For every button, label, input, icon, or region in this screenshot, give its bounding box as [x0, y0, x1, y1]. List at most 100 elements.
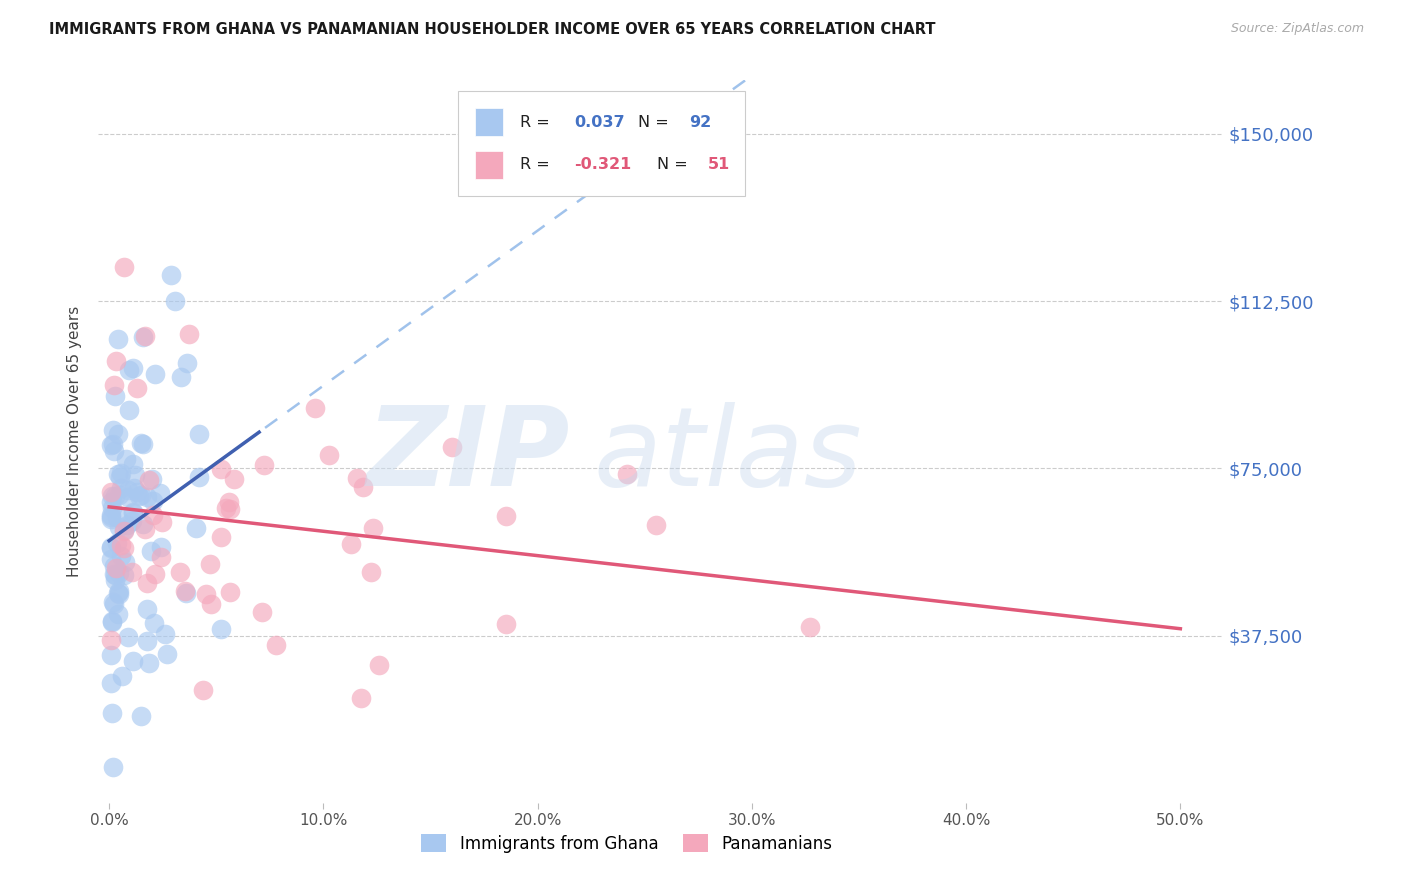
Point: [100, 509, 122, 524]
Point: [645, 518, 668, 533]
Point: [195, 587, 218, 601]
Point: [138, 656, 160, 670]
Point: [170, 370, 193, 384]
Point: [103, 597, 125, 611]
Point: [188, 470, 211, 484]
Point: [218, 585, 240, 599]
Point: [141, 472, 163, 486]
Text: ZIP: ZIP: [367, 402, 571, 509]
Point: [110, 466, 132, 480]
Legend: Immigrants from Ghana, Panamanians: Immigrants from Ghana, Panamanians: [415, 828, 839, 860]
Point: [100, 675, 122, 690]
Point: [112, 260, 135, 275]
Point: [218, 495, 240, 509]
Point: [100, 648, 122, 662]
Point: [121, 506, 143, 520]
Point: [104, 389, 127, 403]
Point: [209, 623, 232, 637]
Point: [149, 486, 172, 500]
Point: [110, 470, 132, 484]
Point: [104, 568, 127, 582]
Point: [100, 438, 122, 452]
Point: [122, 654, 145, 668]
Point: [156, 647, 179, 661]
Point: [215, 500, 238, 515]
Point: [799, 620, 821, 634]
Point: [107, 586, 129, 600]
Point: [129, 488, 152, 502]
Point: [112, 524, 135, 538]
Text: R =: R =: [520, 158, 550, 172]
Point: [135, 575, 157, 590]
Point: [105, 510, 128, 524]
Point: [100, 512, 122, 526]
Point: [129, 436, 152, 450]
Text: 0.037: 0.037: [574, 114, 624, 129]
Point: [346, 470, 368, 484]
Point: [219, 501, 242, 516]
Point: [112, 524, 135, 538]
FancyBboxPatch shape: [475, 108, 503, 136]
Point: [118, 403, 141, 417]
Point: [107, 427, 129, 442]
Point: [150, 515, 173, 529]
Point: [143, 615, 166, 630]
Point: [495, 508, 517, 523]
Point: [100, 615, 122, 630]
Point: [361, 520, 384, 534]
Point: [128, 489, 150, 503]
Point: [149, 549, 172, 564]
Point: [121, 515, 143, 529]
Point: [100, 500, 122, 515]
Point: [441, 440, 464, 454]
Point: [187, 427, 209, 442]
Point: [198, 557, 221, 571]
Point: [209, 530, 232, 544]
Point: [352, 480, 374, 494]
Point: [193, 682, 215, 697]
Point: [100, 508, 122, 523]
Text: 51: 51: [709, 158, 730, 172]
Point: [110, 549, 132, 563]
Point: [122, 505, 145, 519]
Point: [100, 551, 122, 566]
Point: [131, 436, 153, 450]
Point: [104, 354, 127, 368]
Point: [117, 483, 139, 498]
Point: [169, 565, 191, 579]
Point: [121, 458, 143, 472]
Point: [138, 473, 160, 487]
Point: [136, 634, 159, 648]
Point: [176, 356, 198, 370]
Point: [173, 583, 195, 598]
Text: atlas: atlas: [593, 402, 862, 509]
Point: [121, 361, 143, 376]
Point: [103, 437, 125, 451]
Text: N =: N =: [638, 114, 669, 129]
Point: [107, 488, 129, 502]
Point: [101, 614, 124, 628]
Point: [125, 381, 148, 395]
Point: [121, 566, 143, 580]
Point: [142, 493, 165, 508]
Point: [103, 760, 125, 774]
Text: -0.321: -0.321: [574, 158, 631, 172]
Point: [136, 602, 159, 616]
Point: [368, 657, 391, 672]
Point: [139, 543, 162, 558]
Point: [132, 330, 155, 344]
Point: [350, 690, 373, 705]
Point: [118, 363, 141, 377]
Point: [253, 458, 276, 472]
Point: [101, 489, 124, 503]
Y-axis label: Householder Income Over 65 years: Householder Income Over 65 years: [67, 306, 83, 577]
Point: [174, 585, 197, 599]
Point: [136, 491, 159, 505]
Point: [125, 484, 148, 499]
Point: [103, 444, 125, 458]
Point: [112, 568, 135, 582]
Point: [266, 638, 288, 652]
Point: [252, 605, 274, 619]
Point: [142, 508, 165, 523]
Point: [101, 423, 124, 437]
